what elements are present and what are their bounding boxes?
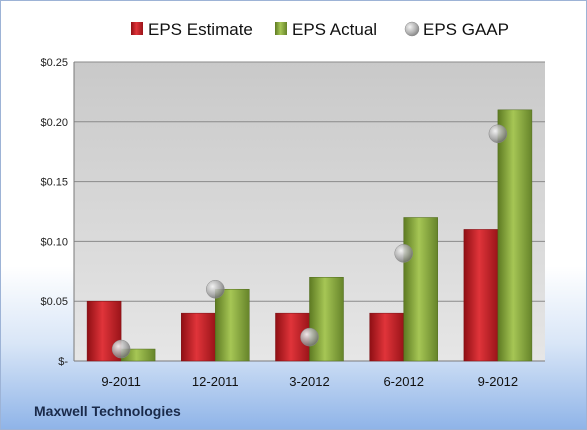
- y-tick-label: $-: [58, 356, 68, 368]
- y-tick-label: $0.25: [40, 57, 68, 69]
- marker-eps-gaap: [300, 327, 319, 347]
- bar-eps-estimate: [463, 229, 499, 362]
- legend-label: EPS GAAP: [423, 20, 509, 39]
- marker-eps-gaap: [206, 279, 225, 299]
- bar-eps-actual: [309, 277, 344, 362]
- x-tick-label: 3-2012: [289, 374, 329, 389]
- y-tick-label: $0.20: [40, 117, 68, 129]
- legend: EPS Estimate EPS Actual EPS GAAP: [131, 20, 509, 39]
- x-tick-label: 9-2012: [478, 374, 518, 389]
- company-name: Maxwell Technologies: [34, 403, 181, 419]
- bar-eps-actual: [403, 217, 438, 362]
- x-tick-label: 6-2012: [383, 374, 423, 389]
- legend-swatch: [404, 21, 420, 37]
- bar-eps-actual: [215, 288, 250, 362]
- legend-label: EPS Estimate: [148, 20, 253, 39]
- bar-eps-estimate: [369, 312, 404, 362]
- marker-eps-gaap: [488, 124, 508, 144]
- marker-eps-gaap: [394, 244, 413, 263]
- bar-eps-actual: [497, 109, 533, 362]
- x-tick-label: 9-2011: [101, 374, 141, 389]
- legend-swatch: [275, 22, 287, 35]
- y-tick-label: $0.15: [40, 177, 68, 189]
- marker-eps-gaap: [111, 339, 131, 359]
- x-tick-label: 12-2011: [192, 374, 239, 389]
- legend-label: EPS Actual: [292, 20, 377, 39]
- legend-swatch: [131, 22, 143, 35]
- bar-eps-estimate: [181, 312, 216, 362]
- plot-area: $- $0.05 $0.10 $0.15 $0.20 $0.25 9-2011 12-2011…: [40, 57, 545, 389]
- y-tick-label: $0.05: [40, 296, 68, 308]
- y-tick-label: $0.10: [40, 236, 68, 248]
